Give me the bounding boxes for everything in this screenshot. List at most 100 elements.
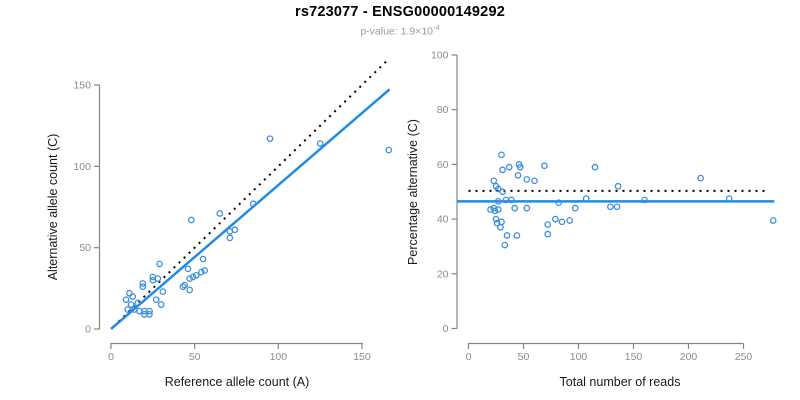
- data-point: [186, 286, 193, 294]
- data-point: [552, 215, 559, 223]
- data-point: [558, 218, 566, 226]
- data-point: [498, 151, 505, 159]
- data-point: [494, 206, 502, 213]
- data-point: [523, 204, 531, 212]
- data-point: [156, 260, 163, 268]
- data-point: [216, 210, 224, 217]
- data-point: [159, 288, 167, 295]
- data-point: [129, 293, 137, 300]
- data-point: [226, 234, 234, 242]
- y-tick-label: 150: [73, 79, 91, 91]
- data-point: [187, 216, 195, 224]
- x-tick-label: 100: [270, 351, 288, 363]
- data-point: [231, 226, 239, 234]
- data-point: [523, 176, 531, 183]
- data-point: [192, 271, 200, 279]
- p-value-subtitle: p-value: 1.9×10-4: [0, 23, 800, 38]
- data-point: [491, 207, 499, 215]
- y-tick-label: 100: [431, 50, 449, 62]
- data-point: [152, 296, 160, 304]
- data-point: [199, 255, 207, 263]
- data-point: [505, 163, 513, 171]
- data-point: [591, 163, 599, 171]
- x-tick-label: 50: [189, 351, 201, 363]
- data-point: [555, 199, 563, 207]
- data-point: [181, 281, 188, 289]
- fit-line: [110, 88, 391, 330]
- data-point: [516, 163, 524, 171]
- data-point: [146, 307, 153, 315]
- data-point: [641, 196, 648, 204]
- y-tick-label: 80: [437, 104, 449, 116]
- y-tick-label: 50: [79, 242, 91, 254]
- data-point: [499, 166, 506, 174]
- data-point: [126, 289, 133, 297]
- data-point: [186, 275, 193, 282]
- x-tick-label: 0: [108, 351, 114, 363]
- x-tick-label: 100: [570, 351, 588, 363]
- data-point: [531, 177, 538, 185]
- data-point: [501, 241, 509, 249]
- data-point: [189, 273, 197, 281]
- data-point: [514, 171, 522, 179]
- x-tick-label: 150: [353, 351, 371, 363]
- data-point: [582, 195, 590, 202]
- p-value-text: p-value: 1.9×10: [360, 25, 433, 38]
- data-point: [541, 162, 548, 170]
- data-point: [769, 217, 777, 224]
- data-point: [613, 203, 621, 211]
- data-point: [499, 188, 506, 196]
- left-x-axis-label: Reference allele count (A): [165, 375, 310, 389]
- data-point: [494, 197, 502, 205]
- data-point: [544, 230, 552, 238]
- data-point: [146, 311, 153, 318]
- data-point: [511, 204, 519, 212]
- data-point: [124, 306, 132, 313]
- identity-line: [112, 58, 390, 328]
- right-y-axis-label: Percentage alternative (C): [406, 119, 420, 265]
- right-scatter-plot: 0 50 100 150 200 250 0 20 40 60 80 100: [431, 50, 777, 363]
- data-point: [513, 232, 521, 239]
- data-point: [508, 196, 515, 204]
- data-point: [492, 215, 500, 223]
- data-point: [134, 299, 142, 307]
- data-point: [179, 283, 187, 291]
- data-point: [571, 204, 579, 212]
- data-point: [316, 140, 324, 147]
- y-tick-label: 100: [73, 161, 91, 173]
- x-tick-label: 250: [735, 351, 753, 363]
- data-point: [607, 203, 614, 211]
- data-point: [697, 174, 704, 182]
- data-point: [503, 232, 511, 239]
- data-point: [157, 301, 165, 308]
- y-tick-label: 20: [437, 268, 449, 280]
- right-x-axis-label: Total number of reads: [560, 375, 681, 389]
- data-point: [490, 177, 498, 185]
- data-point: [184, 265, 192, 273]
- data-point: [544, 221, 552, 228]
- data-point: [139, 283, 147, 291]
- y-tick-label: 60: [437, 159, 449, 171]
- x-tick-label: 50: [518, 351, 530, 363]
- p-value-exponent: -4: [433, 23, 440, 32]
- data-point: [497, 223, 504, 231]
- x-tick-label: 0: [466, 351, 472, 363]
- data-point: [725, 195, 733, 202]
- data-point: [122, 296, 130, 304]
- data-point: [149, 273, 157, 281]
- y-tick-label: 40: [437, 214, 449, 226]
- data-point: [385, 146, 393, 154]
- y-tick-label: 0: [443, 323, 449, 335]
- data-point: [198, 268, 205, 276]
- data-point: [139, 280, 147, 287]
- left-scatter-plot: 0 50 100 150 0 50 100 150: [73, 58, 393, 363]
- data-point: [266, 135, 274, 143]
- y-tick-label: 0: [85, 324, 91, 336]
- page-title: rs723077 - ENSG00000149292: [295, 4, 505, 20]
- data-point: [201, 267, 209, 274]
- data-point: [249, 200, 257, 208]
- data-point: [614, 182, 622, 190]
- data-point: [127, 301, 135, 308]
